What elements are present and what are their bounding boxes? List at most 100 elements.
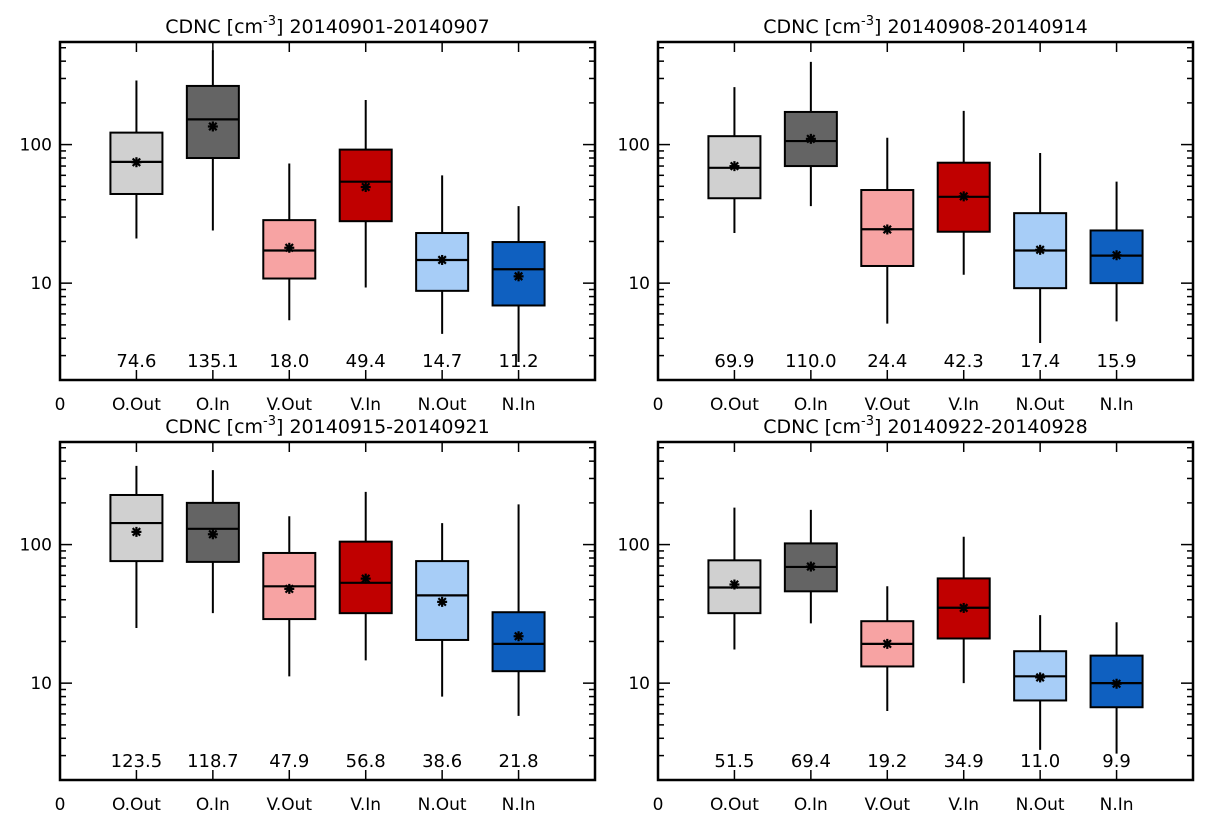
box-V.Out: [860, 586, 915, 711]
plot-frame: [656, 440, 1195, 782]
x-category-label: N.Out: [1016, 795, 1065, 815]
mean-marker-d2: [1035, 245, 1045, 255]
x-category-label: N.In: [502, 795, 536, 815]
mean-marker-d2: [361, 574, 371, 584]
x-category-label: O.In: [196, 795, 230, 815]
y-tick-label: 100: [20, 536, 52, 556]
mean-value-label: 135.1: [187, 351, 239, 372]
x-origin-label: 0: [653, 795, 664, 815]
box-V.Out: [262, 516, 317, 677]
x-category-label: V.Out: [864, 795, 910, 815]
chart-title: CDNC [cm-3] 20140901-20140907: [165, 14, 490, 38]
mean-value-label: 42.3: [944, 351, 984, 372]
box-V.In: [936, 536, 991, 684]
mean-value-label: 34.9: [944, 751, 984, 772]
mean-marker-d2: [882, 639, 892, 649]
mean-marker-d2: [514, 631, 524, 641]
chart-title: CDNC [cm-3] 20140915-20140921: [165, 414, 490, 438]
box-N.Out: [415, 523, 470, 697]
box-N.Out: [1013, 615, 1068, 750]
mean-value-label: 69.4: [791, 751, 831, 772]
box-O.In: [185, 50, 240, 231]
x-category-label: O.In: [794, 795, 828, 815]
x-category-label: O.Out: [710, 395, 759, 415]
mean-marker-d2: [131, 157, 141, 167]
box-V.Out: [262, 163, 317, 321]
mean-marker-d2: [514, 271, 524, 281]
box-V.In: [338, 491, 393, 661]
mean-marker-d2: [1112, 250, 1122, 260]
box-V.Out: [860, 137, 915, 324]
mean-marker-d2: [806, 134, 816, 144]
chart-title-prefix: CDNC [cm: [165, 416, 263, 438]
x-category-label: N.Out: [418, 395, 467, 415]
mean-marker-d2: [208, 121, 218, 132]
x-category-label: N.In: [502, 395, 536, 415]
x-category-label: O.Out: [112, 395, 161, 415]
chart-panel-3: CDNC [cm-3] 20140915-20140921 10 100 0 123.5…: [20, 414, 597, 815]
mean-marker-d2: [882, 224, 892, 234]
box-O.Out: [707, 507, 762, 650]
plot-frame: [656, 40, 1195, 382]
chart-title-suffix: ] 20140901-20140907: [276, 16, 490, 38]
x-category-label: V.Out: [266, 395, 312, 415]
x-category-label: N.In: [1100, 395, 1134, 415]
box-O.Out: [109, 80, 164, 239]
chart-title-exponent: -3: [861, 414, 874, 429]
x-category-label: O.Out: [710, 795, 759, 815]
y-tick-label: 10: [628, 674, 650, 694]
box-body: [491, 611, 546, 673]
plot-frame: [58, 440, 597, 782]
mean-marker-d2: [284, 584, 294, 594]
x-category-label: O.In: [196, 395, 230, 415]
mean-marker-d2: [806, 562, 816, 572]
chart-panel-2: CDNC [cm-3] 20140908-20140914 10 100 0 69.9 O…: [618, 14, 1195, 415]
box-O.Out: [109, 465, 164, 629]
mean-value-label: 15.9: [1097, 351, 1137, 372]
x-category-label: N.Out: [418, 795, 467, 815]
mean-value-label: 17.4: [1020, 351, 1060, 372]
chart-title-prefix: CDNC [cm: [763, 16, 861, 38]
mean-marker-d2: [361, 182, 371, 192]
x-category-label: V.In: [350, 795, 381, 815]
box-N.Out: [415, 175, 470, 334]
chart-title: CDNC [cm-3] 20140922-20140928: [763, 414, 1088, 438]
mean-marker-d2: [1035, 672, 1045, 682]
mean-value-label: 49.4: [346, 351, 386, 372]
mean-value-label: 38.6: [422, 751, 462, 772]
x-category-label: O.Out: [112, 795, 161, 815]
y-tick-label: 100: [618, 536, 650, 556]
mean-marker-d2: [1112, 679, 1122, 689]
y-tick-label: 10: [30, 274, 52, 294]
x-category-label: N.In: [1100, 795, 1134, 815]
mean-marker-d2: [437, 597, 447, 607]
box-O.In: [783, 509, 838, 624]
mean-marker-d2: [959, 191, 969, 201]
mean-marker-d2: [131, 527, 141, 537]
mean-value-label: 110.0: [785, 351, 837, 372]
x-category-label: O.In: [794, 395, 828, 415]
box-N.In: [491, 206, 546, 362]
mean-marker-d2: [729, 579, 739, 590]
mean-value-label: 47.9: [269, 751, 309, 772]
mean-marker-d2: [437, 255, 447, 265]
box-V.In: [936, 110, 991, 275]
mean-value-label: 11.2: [499, 351, 539, 372]
box-N.In: [491, 504, 546, 716]
mean-value-label: 56.8: [346, 751, 386, 772]
mean-value-label: 74.6: [116, 351, 156, 372]
y-tick-label: 100: [618, 136, 650, 156]
mean-value-label: 51.5: [714, 751, 754, 772]
chart-panel-4: CDNC [cm-3] 20140922-20140928 10 100 0 51.5 O…: [618, 414, 1195, 815]
box-V.In: [338, 99, 393, 288]
chart-panel-1: CDNC [cm-3] 20140901-20140907 10 100 0 74.6 O…: [20, 14, 597, 415]
chart-title-suffix: ] 20140922-20140928: [874, 416, 1088, 438]
y-tick-label: 10: [30, 674, 52, 694]
box-O.In: [783, 61, 838, 207]
box-O.In: [185, 470, 240, 614]
x-origin-label: 0: [55, 795, 66, 815]
mean-value-label: 14.7: [422, 351, 462, 372]
mean-marker-d2: [959, 603, 969, 613]
x-category-label: V.Out: [266, 795, 312, 815]
